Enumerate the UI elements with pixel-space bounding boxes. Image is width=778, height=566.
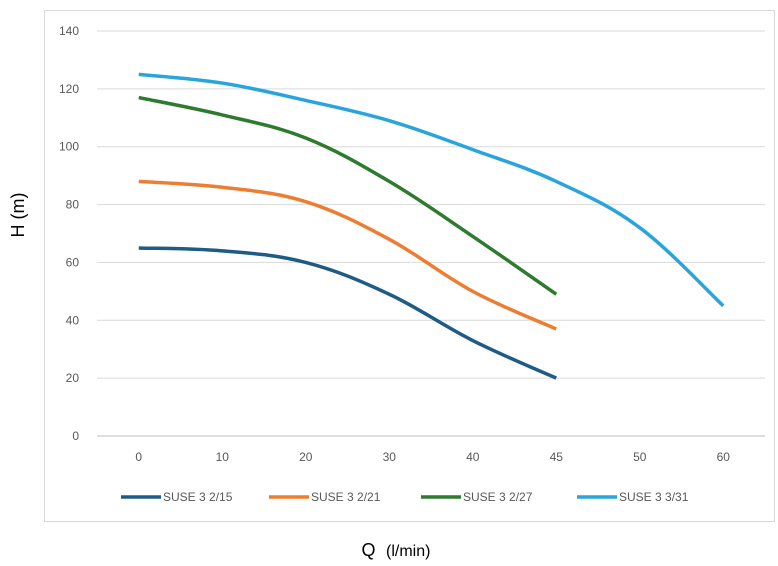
y-axis-ticks: 0 20 40 60 80 100 120 140 bbox=[59, 24, 79, 443]
series-line-suse-3-3-31 bbox=[138, 72, 725, 308]
y-axis-title: H (m) bbox=[8, 193, 28, 238]
x-tick-label: 60 bbox=[717, 450, 731, 464]
x-tick-label: 10 bbox=[216, 450, 230, 464]
chart-frame bbox=[44, 10, 775, 522]
series-line-suse-3-2-27 bbox=[138, 95, 558, 296]
legend-label: SUSE 3 2/15 bbox=[163, 490, 233, 504]
x-tick-label: 20 bbox=[299, 450, 313, 464]
x-tick-label: 30 bbox=[383, 450, 397, 464]
x-axis-title-main: Q bbox=[362, 540, 376, 560]
legend-label: SUSE 3 3/31 bbox=[619, 490, 689, 504]
x-axis-title-unit: (l/min) bbox=[386, 543, 430, 560]
x-axis-ticks: 0 10 20 30 40 45 50 60 bbox=[135, 450, 730, 464]
y-tick-label: 80 bbox=[66, 198, 80, 212]
legend-label: SUSE 3 2/21 bbox=[311, 490, 381, 504]
legend-label: SUSE 3 2/27 bbox=[463, 490, 533, 504]
y-tick-label: 140 bbox=[59, 24, 79, 38]
x-tick-label: 50 bbox=[633, 450, 647, 464]
y-tick-label: 120 bbox=[59, 82, 79, 96]
y-tick-label: 20 bbox=[66, 371, 80, 385]
y-tick-label: 0 bbox=[72, 429, 79, 443]
series-layer bbox=[138, 72, 725, 380]
x-tick-label: 45 bbox=[550, 450, 564, 464]
y-tick-label: 100 bbox=[59, 140, 79, 154]
series-line-suse-3-2-21 bbox=[138, 179, 557, 331]
x-tick-label: 0 bbox=[135, 450, 142, 464]
y-tick-label: 60 bbox=[66, 255, 80, 269]
x-tick-label: 40 bbox=[466, 450, 480, 464]
grid-layer bbox=[97, 30, 765, 437]
x-axis-title: Q (l/min) bbox=[362, 540, 431, 560]
y-tick-label: 40 bbox=[66, 313, 80, 327]
legend: SUSE 3 2/15 SUSE 3 2/21 SUSE 3 2/27 SUSE 3 … bbox=[121, 490, 689, 504]
series-line-suse-3-2-15 bbox=[138, 246, 557, 380]
